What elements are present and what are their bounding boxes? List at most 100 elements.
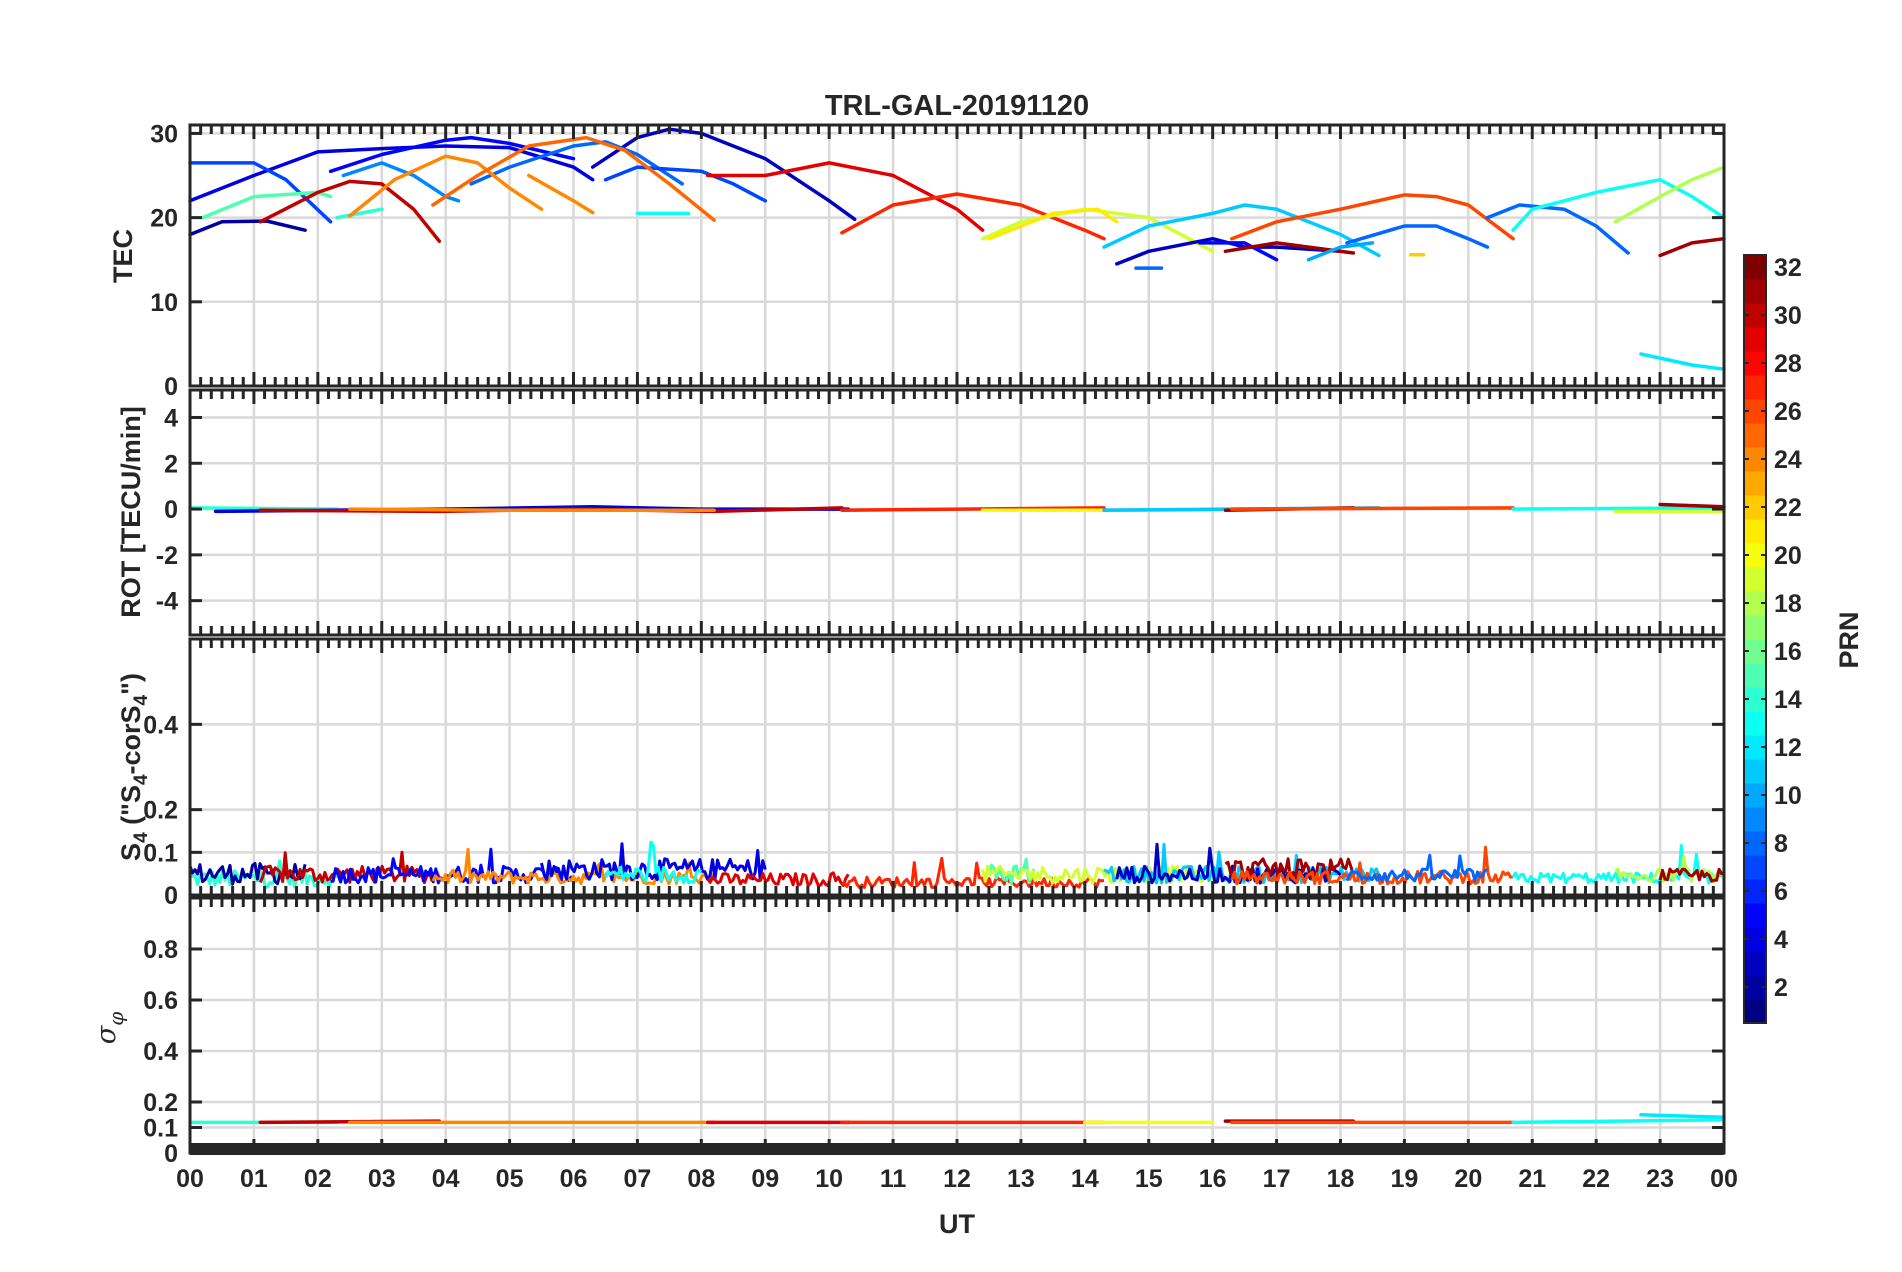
rot-series-line <box>1230 506 1515 511</box>
colorbar-swatch <box>1744 543 1766 568</box>
colorbar-ticks: 32 30 28 26 24 22 20 18 16 14 12 10 8 6 4 2 <box>1744 254 1802 1002</box>
tec-axes-frame <box>188 123 1726 388</box>
rot-y-tick-label: 0 <box>164 496 178 524</box>
rot-y-tick-label: -2 <box>156 542 178 570</box>
colorbar-swatch <box>1744 327 1766 352</box>
sigma-phi-y-tick-label: 0.2 <box>143 1089 178 1117</box>
sigma-phi-y-tick-label: 0 <box>164 1140 178 1168</box>
tec-series-line <box>431 135 716 222</box>
x-tick-label: 13 <box>1007 1165 1035 1193</box>
colorbar-tick-label: 6 <box>1774 878 1788 906</box>
colorbar-tick-label: 20 <box>1774 542 1802 570</box>
rot-y-tick-label: 4 <box>164 404 178 432</box>
colorbar-tick-label: 32 <box>1774 254 1802 282</box>
colorbar-swatch <box>1744 927 1766 952</box>
colorbar-tick-label: 16 <box>1774 638 1802 666</box>
panel-rot: 4 2 0 -2 -4 ROT [TECU/min] <box>116 388 1726 637</box>
colorbar-tick-label: 12 <box>1774 734 1802 762</box>
sigma-phi-y-tick-label: 0.1 <box>143 1115 178 1143</box>
tec-series-line <box>1485 203 1630 255</box>
rot-y-tick-label: 2 <box>164 450 178 478</box>
rot-series-line <box>840 506 1106 512</box>
s4-series-line <box>840 856 1105 889</box>
s4-axis-label-sub: 4 <box>131 774 152 785</box>
s4-axis-label-part: S <box>116 843 146 861</box>
x-axis-label: UT <box>939 1209 975 1239</box>
colorbar-swatch <box>1744 903 1766 928</box>
s4-series-line <box>981 864 1215 885</box>
tec-series-line <box>335 207 384 220</box>
x-tick-label: 12 <box>943 1165 971 1193</box>
colorbar-swatch <box>1744 711 1766 736</box>
tec-series <box>188 127 1726 371</box>
tec-series-line <box>328 135 576 174</box>
tec-y-tick-label: 0 <box>164 373 178 401</box>
rot-series <box>188 502 1726 514</box>
colorbar-swatch <box>1744 759 1766 784</box>
colorbar-swatch <box>1744 807 1766 832</box>
s4-y-tick-label: 0 <box>164 882 178 910</box>
x-tick-label: 20 <box>1454 1165 1482 1193</box>
tec-axis-label: TEC <box>108 229 138 283</box>
sigma-phi-y-tick-label: 0.6 <box>143 987 178 1015</box>
colorbar-tick-label: 22 <box>1774 494 1802 522</box>
x-tick-label: 23 <box>1646 1165 1674 1193</box>
x-tick-labels: 00 01 02 03 04 05 06 07 08 09 10 11 12 13 14 15 16 17 18 19… <box>176 1165 1738 1193</box>
colorbar-swatch <box>1744 831 1766 856</box>
tec-series-line <box>1198 241 1279 262</box>
s4-series-line <box>604 840 702 885</box>
colorbar-swatch <box>1744 255 1766 280</box>
colorbar-swatch <box>1744 951 1766 976</box>
rot-series-line <box>348 507 716 512</box>
colorbar-swatch <box>1744 999 1766 1024</box>
x-tick-label: 02 <box>304 1165 332 1193</box>
tec-series-line <box>1613 165 1726 224</box>
x-tick-label: 21 <box>1518 1165 1546 1193</box>
panel-s4: 0.40.20.10 S4 ("S4-corS4") <box>116 637 1726 910</box>
colorbar-tick-label: 8 <box>1774 830 1788 858</box>
x-tick-label: 10 <box>815 1165 843 1193</box>
tec-series-line <box>840 192 1106 241</box>
sigma-phi-y-tick-label: 0.8 <box>143 936 178 964</box>
rot-axes-frame <box>188 388 1726 637</box>
x-tick-label: 15 <box>1135 1165 1163 1193</box>
x-tick-label: 00 <box>1710 1165 1738 1193</box>
tec-series-line <box>201 190 333 220</box>
x-tick-label: 09 <box>751 1165 779 1193</box>
s4-y-tick-label: 0.4 <box>143 711 178 739</box>
colorbar-swatch <box>1744 375 1766 400</box>
s4-series-line <box>540 842 767 882</box>
tec-y-tick-label: 20 <box>150 205 178 233</box>
colorbar-swatch <box>1744 567 1766 592</box>
x-tick-label: 06 <box>560 1165 588 1193</box>
x-tick-label: 16 <box>1199 1165 1227 1193</box>
colorbar-swatch <box>1744 495 1766 520</box>
x-tick-label: 04 <box>432 1165 460 1193</box>
colorbar-swatch <box>1744 399 1766 424</box>
tec-series-line <box>1306 241 1375 262</box>
x-tick-label: 00 <box>176 1165 204 1193</box>
colorbar-swatch <box>1744 279 1766 304</box>
sigma-phi-axis-label-sub: φ <box>104 1012 128 1026</box>
sigma-phi-series <box>188 1113 1726 1125</box>
s4-axis-label-part: ") <box>116 673 146 695</box>
colorbar-tick-label: 18 <box>1774 590 1802 618</box>
tec-series-line <box>1658 236 1726 258</box>
chart-title: TRL-GAL-20191120 <box>825 90 1089 122</box>
x-tick-label: 08 <box>687 1165 715 1193</box>
colorbar-tick-label: 24 <box>1774 446 1802 474</box>
colorbar-swatch <box>1744 471 1766 496</box>
x-tick-label: 22 <box>1582 1165 1610 1193</box>
tec-series-line <box>1511 177 1726 232</box>
tec-y-tick-label: 10 <box>150 289 178 317</box>
rot-series-line <box>1658 502 1726 509</box>
sigma-phi-axis-label: σφ <box>91 1012 128 1044</box>
s4-series <box>188 840 1726 889</box>
s4-y-tick-label: 0.1 <box>143 839 178 867</box>
tec-series-line <box>603 165 768 203</box>
colorbar-swatch <box>1744 519 1766 544</box>
x-tick-label: 01 <box>240 1165 268 1193</box>
tec-series-line <box>1230 193 1515 241</box>
panel-tec: 30 20 10 0 TEC <box>108 120 1726 401</box>
